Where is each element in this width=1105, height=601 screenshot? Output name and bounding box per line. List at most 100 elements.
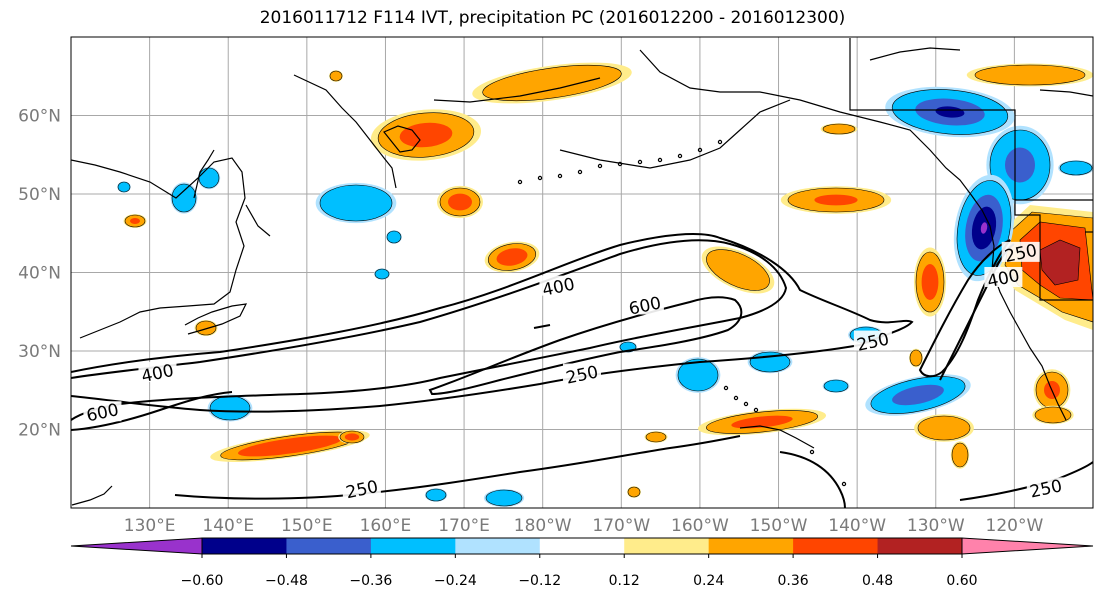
- colorbar-segment: [708, 538, 794, 554]
- ivt-contour-line: [71, 391, 233, 431]
- lon-tick-label: 150°W: [750, 516, 808, 536]
- colorbar-segment: [624, 538, 710, 554]
- precip-shade-sky: [198, 167, 220, 189]
- precip-shade-sky: [425, 488, 447, 502]
- colorbar-segment: [877, 538, 963, 554]
- island: [617, 161, 623, 167]
- contour-label-bg: [1026, 477, 1065, 498]
- island: [841, 481, 847, 487]
- precip-shade-royal: [892, 384, 944, 406]
- island: [733, 395, 739, 401]
- contour-label-bg: [342, 478, 381, 499]
- precip-shade-royal: [1005, 147, 1035, 183]
- lat-tick-label: 60°N: [18, 107, 61, 127]
- ivt-contour-line: [779, 451, 846, 508]
- coastline: [71, 485, 113, 506]
- precip-shade-orange: [909, 349, 923, 367]
- coastline: [869, 47, 961, 61]
- coastline: [1014, 200, 1093, 301]
- precip-shade-sky: [823, 379, 849, 393]
- colorbar-tick-label: −0.24: [434, 573, 477, 589]
- map-frame: [70, 36, 1094, 509]
- contour-label-bg: [625, 294, 664, 315]
- axis-ticks: 20°N 30°N 40°N 50°N 60°N 130°E 140°E 150°E 160°E…: [18, 107, 1043, 537]
- ivt-contour-line: [918, 239, 1011, 378]
- ivt-contour-line: [71, 233, 914, 413]
- lon-tick-label: 130°E: [124, 516, 176, 536]
- precip-shade-sky: [1059, 160, 1093, 176]
- precipitation-shading: [117, 62, 1093, 507]
- coastline: [383, 125, 421, 153]
- precip-shade-orange: [706, 249, 770, 291]
- coastline: [559, 99, 791, 169]
- coastline: [71, 157, 246, 339]
- precip-shade-firebrick: [1039, 239, 1081, 286]
- colorbar-segment: [961, 537, 1094, 555]
- lon-tick-label: 160°E: [360, 516, 412, 536]
- precip-shade-redorange: [448, 193, 472, 211]
- precip-shade-redorange: [496, 248, 528, 266]
- colorbar-segment: [455, 538, 541, 554]
- coastline: [991, 269, 1067, 421]
- coastline: [739, 425, 815, 449]
- island: [557, 173, 563, 179]
- precip-shade-redorange: [238, 435, 342, 457]
- coastline: [1039, 89, 1093, 97]
- ivt-contour-line: [174, 435, 741, 500]
- contour-label-bg: [984, 266, 1023, 287]
- island: [677, 153, 683, 159]
- coastline: [849, 38, 1093, 201]
- coastline: [245, 204, 271, 237]
- precip-shade-redorange: [921, 264, 939, 300]
- colorbar-tick-label: −0.60: [181, 573, 224, 589]
- lon-tick-label: 120°W: [986, 516, 1044, 536]
- precip-shade-sky: [117, 181, 131, 193]
- lon-tick-label: 140°W: [828, 516, 886, 536]
- colorbar-segment: [539, 538, 625, 554]
- precip-shade-sky: [171, 183, 197, 213]
- lat-tick-label: 30°N: [18, 342, 61, 362]
- lon-tick-label: 130°W: [907, 516, 965, 536]
- ivt-contour-line: [71, 239, 788, 421]
- colorbar-tick-label: 0.48: [862, 573, 893, 589]
- island: [717, 139, 723, 145]
- lat-tick-label: 20°N: [18, 421, 61, 441]
- precip-shade-redorange: [130, 218, 140, 224]
- colorbar-segment: [286, 538, 372, 554]
- island: [637, 159, 643, 165]
- precip-shade-purple: [980, 222, 988, 234]
- colorbar-tick-label: 0.12: [609, 573, 640, 589]
- ivt-contour-line: [959, 461, 1093, 501]
- island: [697, 147, 703, 153]
- island: [577, 169, 583, 175]
- map-title: 2016011712 F114 IVT, precipitation PC (2…: [259, 8, 846, 28]
- colorbar: −0.60 −0.48 −0.36 −0.24 −0.12 0.12 0.24 0.36 0.4…: [70, 537, 1094, 589]
- precip-shade-orange: [195, 320, 217, 336]
- precip-shade-orange: [1034, 406, 1072, 424]
- lon-tick-label: 150°E: [281, 516, 333, 536]
- precip-shade-orange: [645, 431, 667, 443]
- island: [743, 401, 749, 407]
- coastline: [293, 74, 397, 189]
- colorbar-tick-label: −0.36: [349, 573, 392, 589]
- precip-shade-orange: [482, 64, 622, 102]
- ivt-contour-line: [428, 296, 743, 396]
- precip-shade-orange: [627, 486, 641, 498]
- precip-shade-redorange: [344, 433, 360, 441]
- lat-tick-label: 40°N: [18, 264, 61, 284]
- island: [753, 407, 759, 413]
- ivt-contours: [71, 233, 1093, 508]
- precip-shade-sky: [209, 395, 251, 421]
- contour-label-bg: [853, 330, 892, 351]
- ivt-contour-line: [533, 324, 551, 329]
- precip-shade-sky: [485, 489, 523, 507]
- precip-shade-sky: [374, 268, 390, 280]
- island: [809, 449, 815, 455]
- colorbar-segment: [370, 538, 456, 554]
- colorbar-segment: [70, 537, 203, 555]
- precip-shade-orange: [974, 64, 1086, 86]
- lon-tick-label: 180°W: [514, 516, 572, 536]
- island: [597, 163, 603, 169]
